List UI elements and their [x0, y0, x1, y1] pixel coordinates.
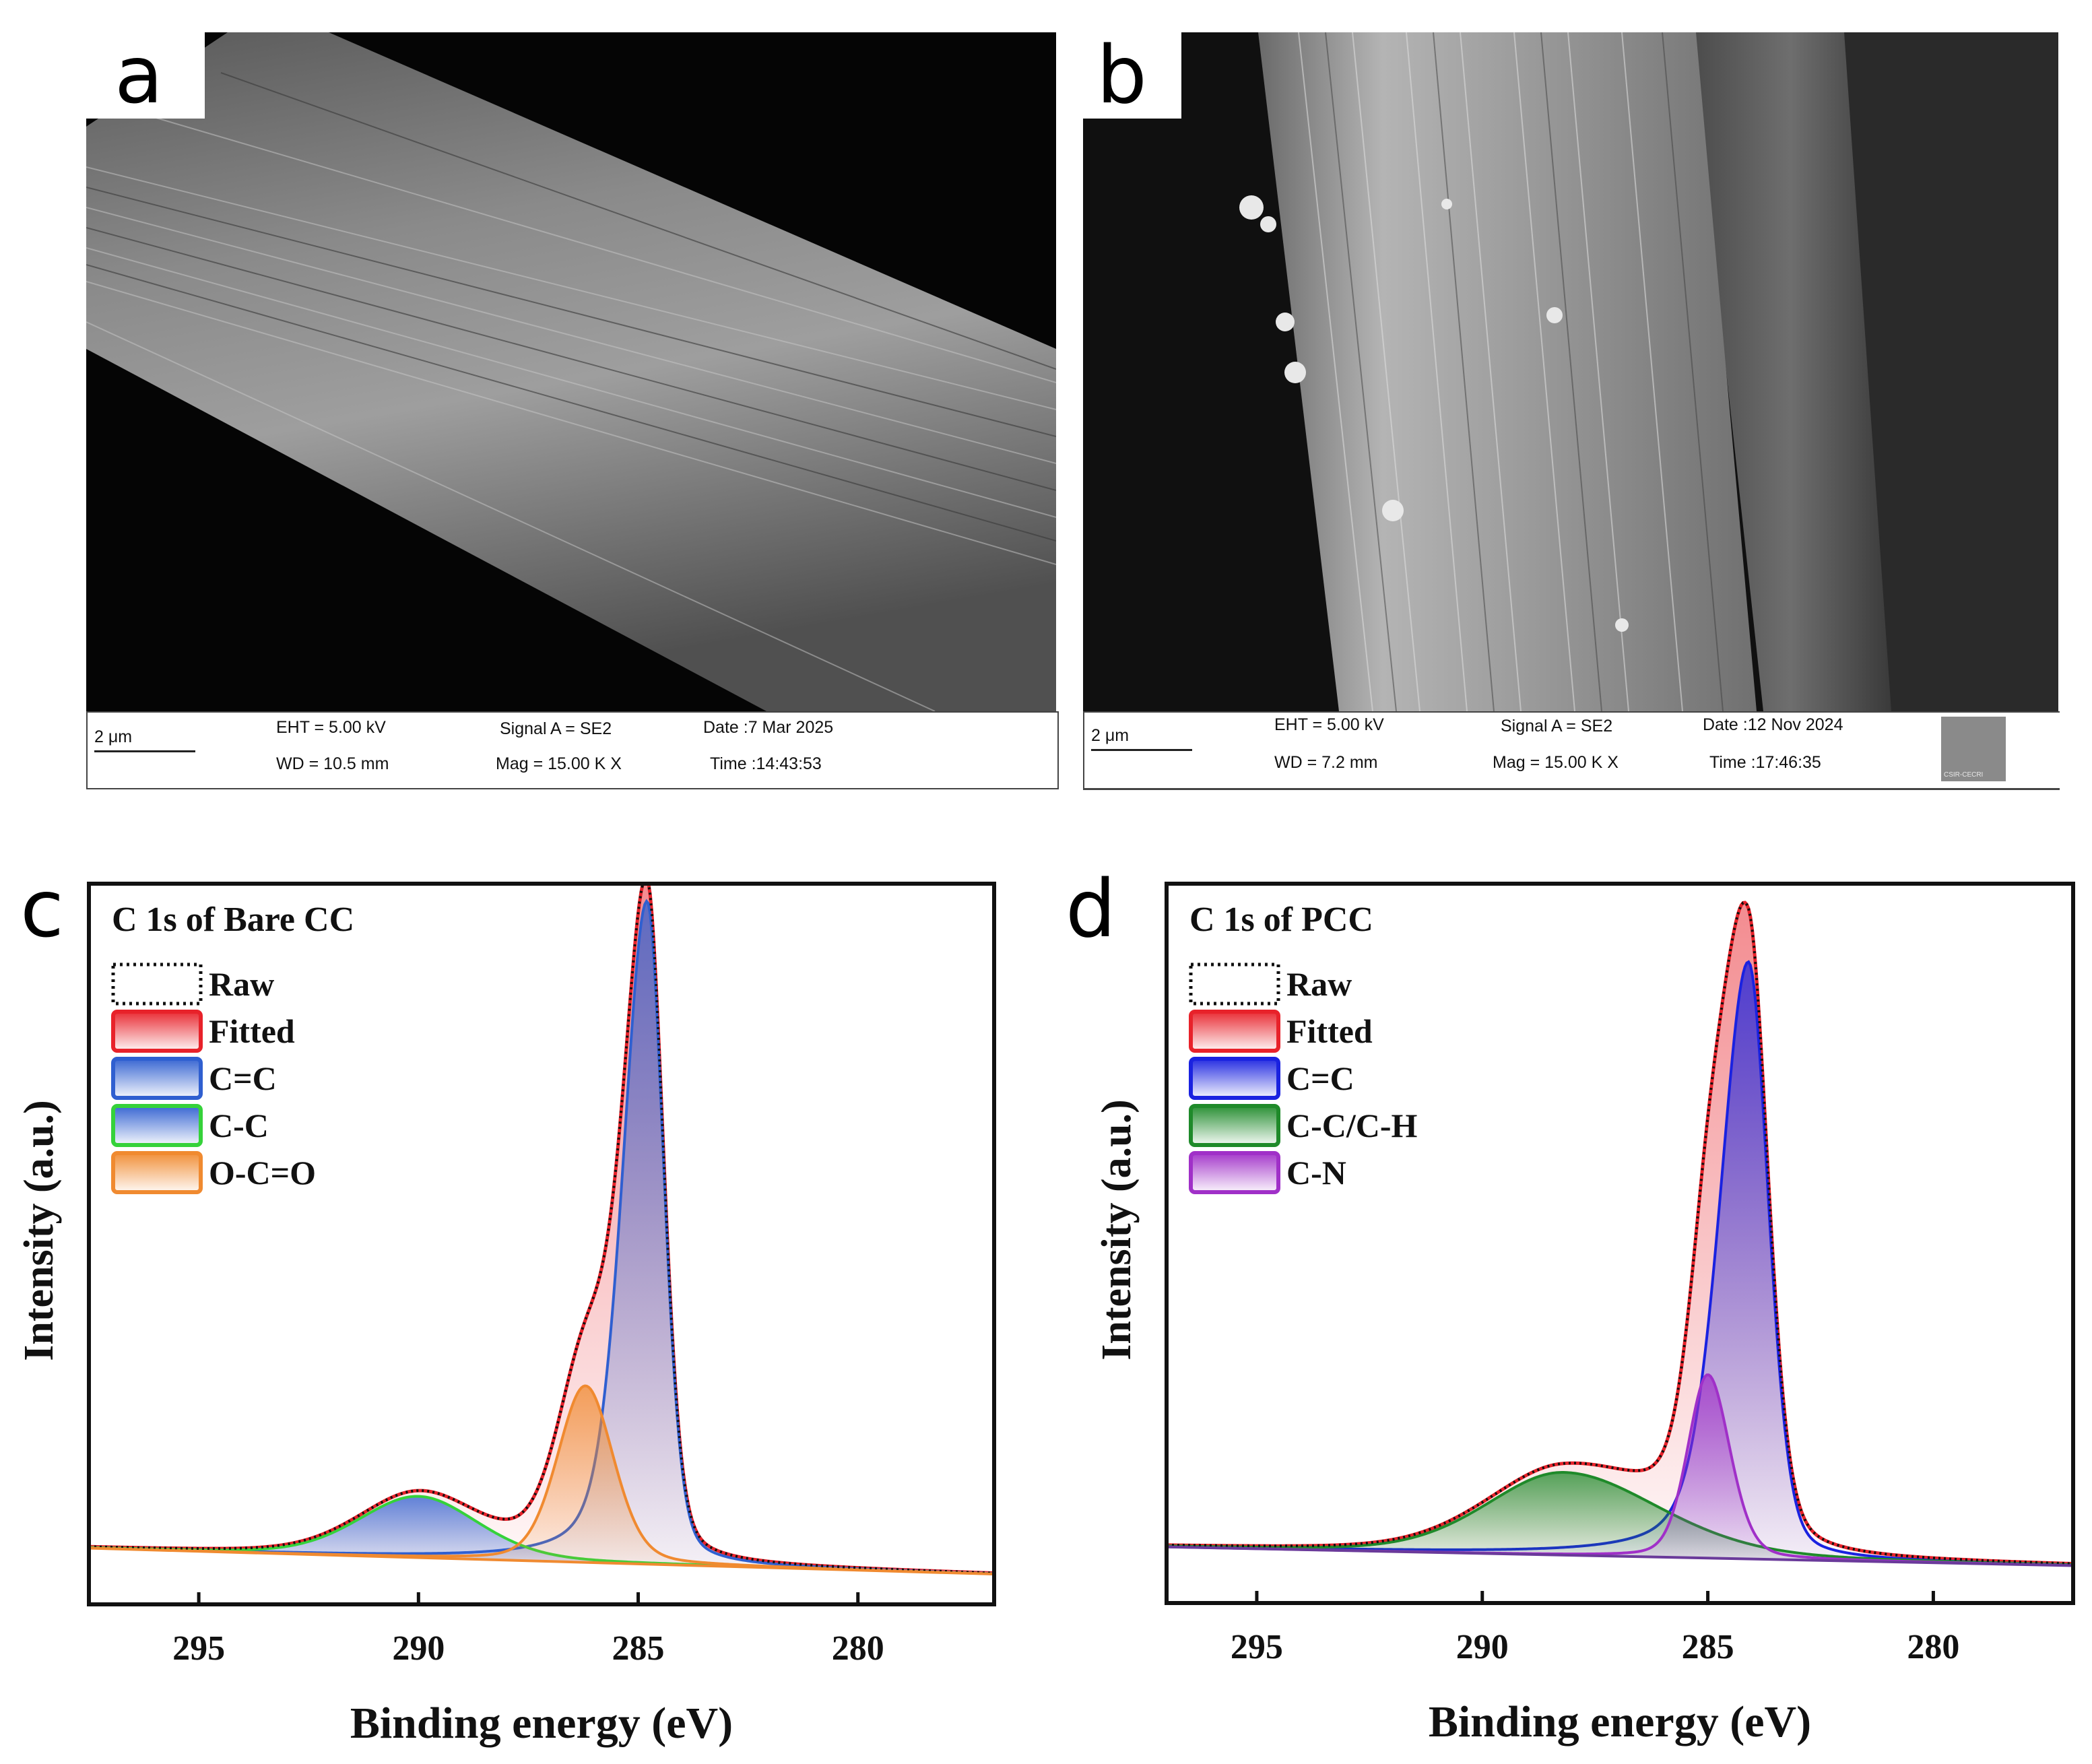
eht-text: EHT = 5.00 kV: [276, 718, 386, 737]
plot-area: [1167, 901, 2073, 1567]
sem-image-a: [86, 32, 1056, 711]
legend-item-fitted: Fitted: [1189, 1010, 1373, 1053]
legend-label: C-C: [209, 1107, 269, 1144]
x-tick-label: 280: [832, 1629, 884, 1668]
legend-swatch: [1189, 1104, 1280, 1147]
panel-label-c: c: [20, 862, 64, 955]
legend-item-c-c: C=C: [1189, 1057, 1354, 1100]
x-tick-label: 290: [1456, 1628, 1509, 1666]
plot-frame: [87, 882, 996, 1606]
plot-frame: [1165, 882, 2075, 1605]
sem-image-b: [1083, 32, 2058, 711]
panel-a-label-box: [86, 32, 205, 119]
signal-text: Signal A = SE2: [1501, 717, 1613, 736]
xps-chart-c: 295 290 285 280 Binding energy (eV) Intensity…: [16, 882, 996, 1748]
xps-chart-d: 295 290 285 280 Binding energy (eV) Intensity…: [1094, 882, 2075, 1746]
panel-label-b: b: [1097, 28, 1147, 121]
scale-bar: [1091, 749, 1192, 751]
institute-logo: CSIR-CECRI: [1941, 717, 2006, 781]
x-tick-label: 285: [612, 1629, 665, 1668]
x-tick-label: 290: [392, 1629, 445, 1668]
sem-image-b-graphic: [1083, 32, 2058, 711]
legend-item-c-c-c-h: C-C/C-H: [1189, 1104, 1418, 1147]
mag-text: Mag = 15.00 K X: [496, 754, 622, 773]
scale-bar-label: 2 μm: [1091, 726, 1130, 745]
time-text: Time :17:46:35: [1709, 753, 1821, 772]
legend-label: Fitted: [1286, 1012, 1373, 1050]
x-axis-label: Binding energy (eV): [1429, 1697, 1811, 1746]
time-text: Time :14:43:53: [710, 754, 822, 773]
sem-databar-b: 2 μm EHT = 5.00 kV WD = 7.2 mm Signal A …: [1083, 711, 2060, 790]
legend-label: O-C=O: [209, 1154, 316, 1191]
mag-text: Mag = 15.00 K X: [1493, 753, 1619, 772]
y-axis-label: Intensity (a.u.): [16, 1100, 62, 1361]
baseline: [1167, 1545, 2073, 1567]
x-tick-label: 285: [1682, 1628, 1734, 1666]
series-raw-line: [1167, 901, 2073, 1565]
legend-swatch: [1189, 1151, 1280, 1194]
logo-text: CSIR-CECRI: [1944, 771, 1984, 779]
sem-databar-a: 2 μm EHT = 5.00 kV WD = 10.5 mm Signal A…: [86, 711, 1059, 789]
wd-text: WD = 10.5 mm: [276, 754, 389, 773]
legend-swatch: [1189, 1010, 1280, 1053]
series-raw-line: [89, 884, 994, 1575]
legend-label: C=C: [209, 1059, 277, 1097]
date-text: Date :7 Mar 2025: [703, 718, 834, 737]
wd-text: WD = 7.2 mm: [1274, 753, 1378, 772]
baseline: [89, 1546, 994, 1576]
legend-swatch: [111, 1010, 203, 1053]
x-tick-label: 280: [1907, 1628, 1959, 1666]
chart-title: C 1s of PCC: [1189, 901, 1373, 939]
date-text: Date :12 Nov 2024: [1703, 715, 1843, 734]
legend-label: C-N: [1286, 1154, 1346, 1191]
scale-bar: [94, 750, 195, 752]
x-axis-label: Binding energy (eV): [350, 1699, 733, 1748]
legend-item-raw: Raw: [1189, 962, 1352, 1006]
legend-swatch: [111, 1104, 203, 1147]
legend-label: Raw: [209, 965, 274, 1003]
legend-item-fitted: Fitted: [111, 1010, 295, 1053]
legend-swatch: [1189, 962, 1280, 1006]
series-o-c-o-fill: [89, 1385, 994, 1575]
legend-swatch: [111, 962, 203, 1006]
legend-swatch: [111, 1151, 203, 1194]
panel-label-a: a: [115, 28, 164, 121]
sem-image-a-graphic: [86, 32, 1056, 711]
x-tick-label: 295: [172, 1629, 225, 1668]
plot-area: [89, 884, 994, 1576]
legend-item-raw: Raw: [111, 962, 274, 1006]
legend-label: Fitted: [209, 1012, 295, 1050]
legend-item-c-c: C=C: [111, 1057, 277, 1100]
eht-text: EHT = 5.00 kV: [1274, 715, 1384, 734]
legend-item-o-c-o: O-C=O: [111, 1151, 316, 1194]
y-axis-label: Intensity (a.u.): [1094, 1099, 1140, 1361]
legend-swatch: [111, 1057, 203, 1100]
legend-swatch: [1189, 1057, 1280, 1100]
legend-label: Raw: [1286, 965, 1352, 1003]
x-tick-label: 295: [1231, 1628, 1283, 1666]
legend-item-c-n: C-N: [1189, 1151, 1346, 1194]
signal-text: Signal A = SE2: [500, 719, 612, 738]
legend-item-c-c: C-C: [111, 1104, 269, 1147]
scale-bar-label: 2 μm: [94, 727, 133, 746]
legend-label: C-C/C-H: [1286, 1107, 1418, 1144]
panel-label-d: d: [1066, 862, 1116, 955]
panel-b-label-box: [1083, 32, 1181, 119]
legend-label: C=C: [1286, 1059, 1354, 1097]
chart-title: C 1s of Bare CC: [112, 901, 354, 939]
